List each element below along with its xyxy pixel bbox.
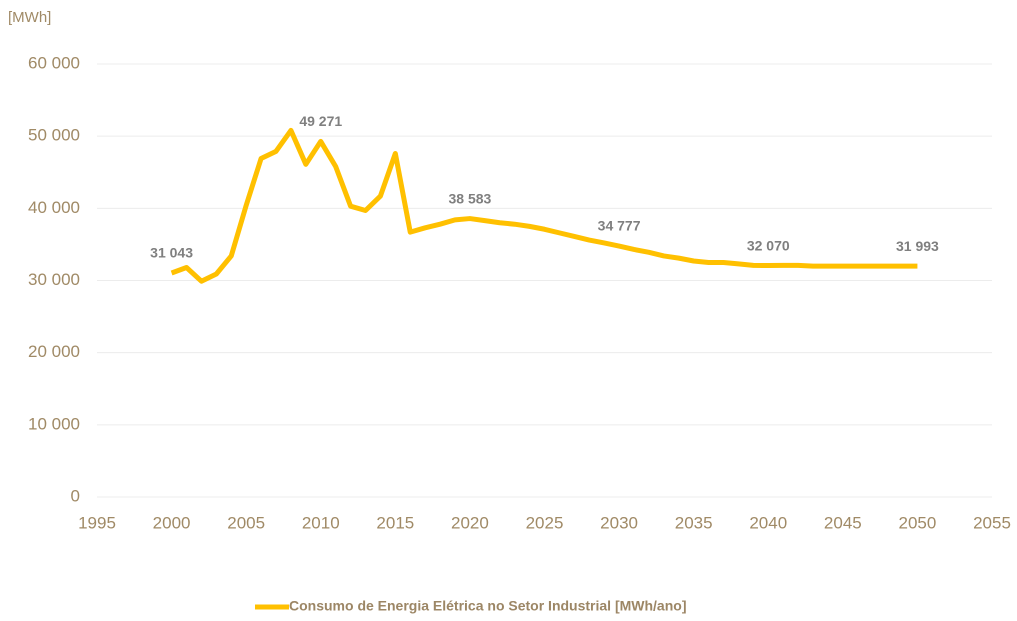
data-label: 34 777: [598, 218, 641, 234]
y-tick-label: 30 000: [28, 270, 80, 289]
data-line: [170, 127, 918, 284]
x-tick-label: 2050: [899, 513, 937, 532]
x-tick-label: 2045: [824, 513, 862, 532]
x-tick-label: 2015: [376, 513, 414, 532]
data-label: 32 070: [747, 237, 790, 253]
x-tick-label: 2040: [749, 513, 787, 532]
x-tick-label: 2000: [153, 513, 191, 532]
x-tick-label: 2005: [227, 513, 265, 532]
y-tick-label: 0: [71, 486, 80, 505]
data-label: 38 583: [449, 190, 492, 206]
x-tick-label: 2030: [600, 513, 638, 532]
y-tick-label: 60 000: [28, 53, 80, 72]
y-tick-label: 10 000: [28, 414, 80, 433]
data-label: 31 043: [150, 245, 193, 261]
x-tick-label: 2055: [973, 513, 1011, 532]
data-label: 31 993: [896, 238, 939, 254]
data-label: 49 271: [299, 113, 342, 129]
x-tick-label: 2020: [451, 513, 489, 532]
y-tick-label: 20 000: [28, 342, 80, 361]
legend-label: Consumo de Energia Elétrica no Setor Ind…: [289, 598, 686, 614]
y-unit-label: [MWh]: [8, 9, 51, 26]
y-tick-label: 40 000: [28, 198, 80, 217]
x-tick-label: 2035: [675, 513, 713, 532]
x-tick-label: 2025: [526, 513, 564, 532]
x-tick-label: 2010: [302, 513, 340, 532]
x-tick-label: 1995: [78, 513, 116, 532]
y-tick-label: 50 000: [28, 126, 80, 145]
